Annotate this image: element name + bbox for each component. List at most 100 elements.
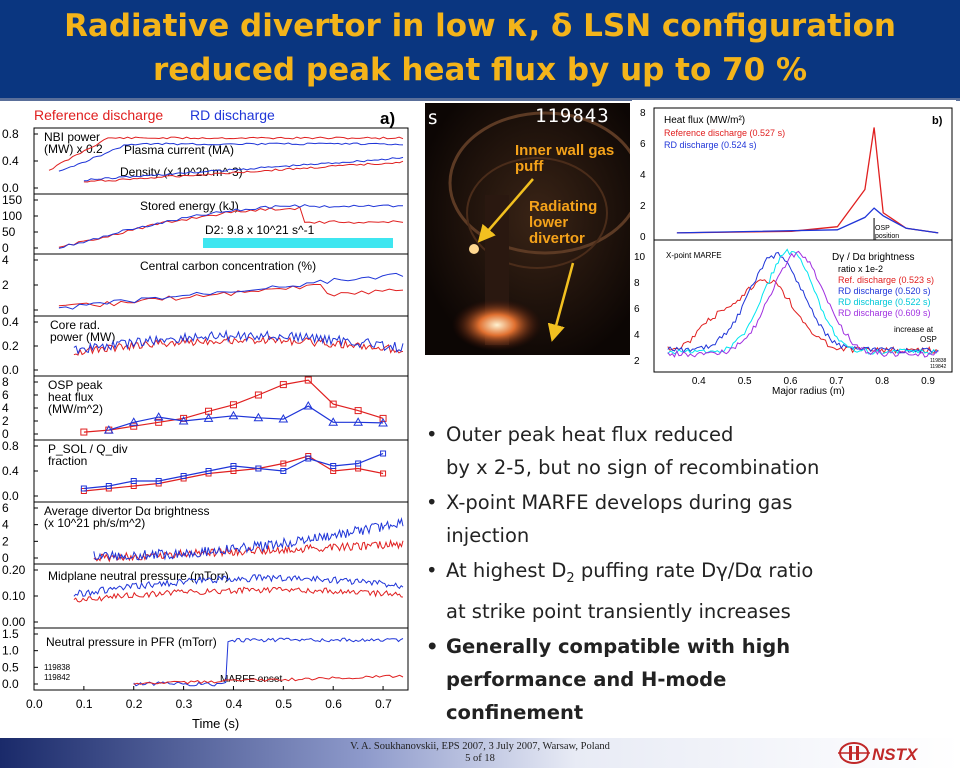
heat-flux-ytick: 4 (640, 170, 646, 181)
panel-label: Neutral pressure in PFR (mTorr) (46, 635, 217, 649)
radius-xtick: 0.8 (875, 376, 889, 387)
heat-flux-ytick: 8 (640, 108, 646, 119)
ytick-label: 2 (2, 278, 9, 292)
pfr-ref (133, 674, 404, 685)
osp-heat-flux-rd (108, 405, 384, 431)
ytick-label: 0.0 (2, 489, 19, 503)
osp-marker-rd (353, 417, 363, 426)
slide-title-line2: reduced peak heat flux by up to 70 % (152, 52, 808, 88)
xtick-label: 0.5 (275, 697, 292, 711)
psol-rd (83, 452, 384, 490)
brightness-title: Dγ / Dα brightness (832, 252, 914, 263)
photo-shot-number: 119843 (535, 105, 610, 127)
dalpha-rd (93, 517, 404, 561)
stored-energy-ref (58, 206, 404, 248)
panel-label: Average divertor Dα brightness (44, 504, 209, 518)
gas-puff-bar (203, 238, 393, 248)
panel-label: Midplane neutral pressure (mTorr) (48, 569, 229, 583)
osp-marker-rd (253, 412, 264, 422)
ytick-label: 0.8 (2, 127, 19, 141)
ytick-label: 0 (2, 551, 9, 565)
dalpha-ref (93, 538, 404, 563)
osp-marker-ref (379, 414, 387, 422)
photo-arrows (477, 178, 575, 342)
ytick-label: 0.4 (2, 154, 19, 168)
arrow-gas-puff (477, 178, 534, 243)
psol-marker-rd (380, 450, 387, 457)
xtick-label: 0.0 (26, 697, 43, 711)
legend-reference: Reference discharge (34, 107, 163, 123)
ytick-label: 0.8 (2, 439, 19, 453)
core-rad-rd (73, 329, 404, 355)
ytick-label: 0.0 (2, 677, 19, 691)
ytick-label: 0.20 (2, 563, 26, 577)
brightness-legend-1: Ref. discharge (0.523 s) (838, 275, 934, 285)
psol-ref (83, 455, 384, 492)
time-panel-3: 4 2 0 Central carbon concentration (%) (2, 253, 409, 317)
ytick-label: 2 (2, 534, 9, 548)
time-panel-4: 0.4 0.2 0.0 Core rad.power (MW) (2, 315, 409, 377)
brightness-legend-2: RD discharge (0.520 s) (838, 286, 931, 296)
psol-marker-rd (230, 463, 237, 469)
heat-flux-title: Heat flux (MW/m²) (664, 115, 745, 126)
panel-label: fraction (48, 454, 87, 468)
heat-flux-ytick: 2 (640, 201, 646, 212)
carbon-ref (58, 284, 404, 308)
osp-marker-rd (128, 417, 139, 426)
heat-flux-ytick: 6 (640, 139, 646, 150)
slide-title-line1: Radiative divertor in low κ, δ LSN confi… (64, 8, 896, 44)
panel-label: P_SOL / Q_div (48, 442, 128, 456)
legend-rd: RD discharge (190, 107, 275, 123)
bullet-list: • Outer peak heat flux reduced by x 2-5,… (424, 418, 954, 731)
ytick-label: 50 (2, 225, 16, 239)
psol-marker-rd (130, 478, 137, 484)
radius-xtick: 0.4 (692, 376, 706, 387)
panel-label: power (MW) (50, 330, 115, 344)
osp-marker-rd (303, 401, 314, 410)
psol-marker-ref (380, 470, 387, 477)
osp-heat-flux-ref (83, 379, 384, 433)
time-panel-1: 0.8 0.4 0.0 NBI power(MW) x 0.2 Plasma curre… (2, 127, 409, 195)
osp-marker-rd (378, 417, 388, 427)
brightness-ytick: 8 (634, 278, 640, 289)
radius-xtick: 0.9 (921, 376, 935, 387)
osp-marker-ref (130, 422, 138, 430)
footer-bar: V. A. Soukhanovskii, EPS 2007, 3 July 20… (0, 738, 960, 768)
major-radius-label: Major radius (m) (772, 386, 845, 396)
brightness-ytick: 4 (634, 330, 640, 341)
panel-tag-b: b) (932, 115, 943, 127)
ytick-label: 0.4 (2, 464, 19, 478)
bullet-4: • Generally compatible with high perform… (426, 634, 791, 724)
ytick-label: 150 (2, 193, 22, 207)
nstx-logo-text: NSTX (872, 745, 919, 764)
time-traces-figure: Reference discharge RD discharge a) 0.80… (0, 104, 412, 732)
xtick-label: 0.6 (325, 697, 342, 711)
bullet-1: • Outer peak heat flux reduced by x 2-5,… (426, 423, 820, 479)
ytick-label: 4 (2, 518, 9, 532)
osp-marker-rd (328, 417, 339, 426)
brightness-ytick: 2 (634, 356, 640, 367)
heat-flux-rd (676, 207, 939, 234)
xtick-label: 0.7 (375, 697, 392, 711)
panel-label: Stored energy (kJ) (140, 199, 239, 213)
xtick-label: 0.2 (126, 697, 143, 711)
osp-annotation-1: OSP (875, 225, 890, 232)
footer-citation: V. A. Soukhanovskii, EPS 2007, 3 July 20… (350, 741, 610, 764)
brightness-panel-frame (653, 239, 953, 373)
ytick-label: 6 (2, 388, 9, 402)
ytick-label: 0.10 (2, 589, 26, 603)
heat-flux-legend-rd: RD discharge (0.524 s) (664, 140, 757, 150)
psol-marker-rd (255, 465, 262, 472)
ytick-label: 0.00 (2, 615, 26, 629)
osp-annotation-2: position (875, 233, 899, 240)
ytick-label: 1.0 (2, 644, 19, 658)
panel-label: (MW/m^2) (48, 402, 103, 416)
osp-marker-ref (304, 376, 312, 384)
xtick-label: 0.1 (76, 697, 93, 711)
brightness-legend-3: RD discharge (0.522 s) (838, 297, 931, 307)
brightness-rd-520 (667, 251, 939, 354)
panel-label: NBI power (44, 130, 100, 144)
osp-marker-rd (178, 415, 189, 425)
psol-marker-rd (180, 473, 187, 479)
